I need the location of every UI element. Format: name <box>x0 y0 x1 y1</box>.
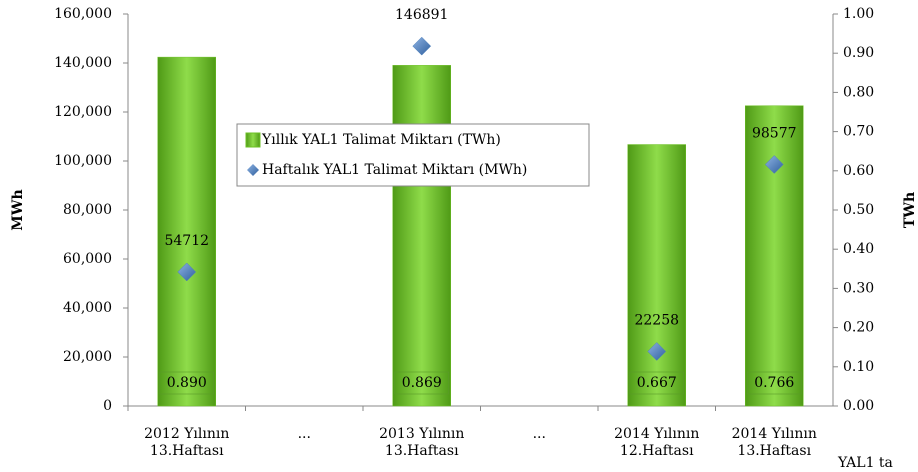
data-label: 98577 <box>752 125 797 141</box>
data-label: 22258 <box>634 312 679 328</box>
legend-label: Yıllık YAL1 Talimat Miktarı (TWh) <box>261 132 501 148</box>
bar <box>627 144 686 407</box>
legend-swatch <box>245 132 261 148</box>
data-label-box <box>746 371 802 395</box>
y-tick-label: 40,000 <box>63 300 112 316</box>
y2-tick-label: 0.30 <box>843 280 874 296</box>
y-tick-label: 80,000 <box>63 202 112 218</box>
bar <box>745 105 804 407</box>
y2-tick-label: 0.80 <box>843 84 874 100</box>
y-tick-label: 20,000 <box>63 349 112 365</box>
y-tick-label: 60,000 <box>63 251 112 267</box>
x-tick-label: 2014 Yılının 12.Haftası <box>614 426 700 459</box>
y2-tick-label: 0.00 <box>843 398 874 414</box>
marker <box>647 342 667 361</box>
x-tick-label: ... <box>532 426 546 442</box>
annotation: YAL1 ta <box>837 455 893 471</box>
y-tick-label: 120,000 <box>54 104 112 120</box>
y-tick-label: 160,000 <box>54 6 112 22</box>
x-tick-label: 2012 Yılının 13.Haftası <box>144 426 230 459</box>
data-label: 146891 <box>395 7 448 23</box>
bar <box>392 65 451 407</box>
data-label: 0.766 <box>754 375 794 391</box>
y2-tick-label: 0.90 <box>843 45 874 61</box>
y2-axis-label: TWh <box>902 192 918 228</box>
legend-box <box>236 123 590 187</box>
legend-swatch <box>247 164 259 176</box>
y2-tick-label: 0.70 <box>843 124 874 140</box>
data-label: 0.869 <box>402 375 442 391</box>
x-tick-label: 2013 Yılının 13.Haftası <box>379 426 465 459</box>
legend: Yıllık YAL1 Talimat Miktarı (TWh) Haftalı… <box>236 123 590 187</box>
y-tick-label: 0 <box>103 398 112 414</box>
legend-label: Haftalık YAL1 Talimat Miktarı (MWh) <box>262 162 527 178</box>
marker <box>764 155 784 174</box>
y-tick-label: 140,000 <box>54 55 112 71</box>
y-tick-label: 100,000 <box>54 153 112 169</box>
marker <box>412 36 432 56</box>
x-tick-label: ... <box>297 426 311 442</box>
bar <box>157 56 216 407</box>
y-axis-label: MWh <box>10 189 26 230</box>
y2-tick-label: 0.40 <box>843 241 874 257</box>
data-label: 0.667 <box>637 375 677 391</box>
y2-tick-label: 1.00 <box>843 6 874 22</box>
data-label-box <box>159 371 215 395</box>
data-label-box <box>394 371 450 395</box>
data-label: 0.890 <box>167 375 207 391</box>
y2-tick-label: 0.60 <box>843 163 874 179</box>
marker <box>177 262 197 282</box>
y2-tick-label: 0.20 <box>843 320 874 336</box>
data-label: 54712 <box>164 233 209 249</box>
x-tick-label: 2014 Yılının 13.Haftası <box>731 426 817 459</box>
y2-tick-label: 0.50 <box>843 202 874 218</box>
y2-tick-label: 0.10 <box>843 359 874 375</box>
data-label-box <box>629 371 685 395</box>
